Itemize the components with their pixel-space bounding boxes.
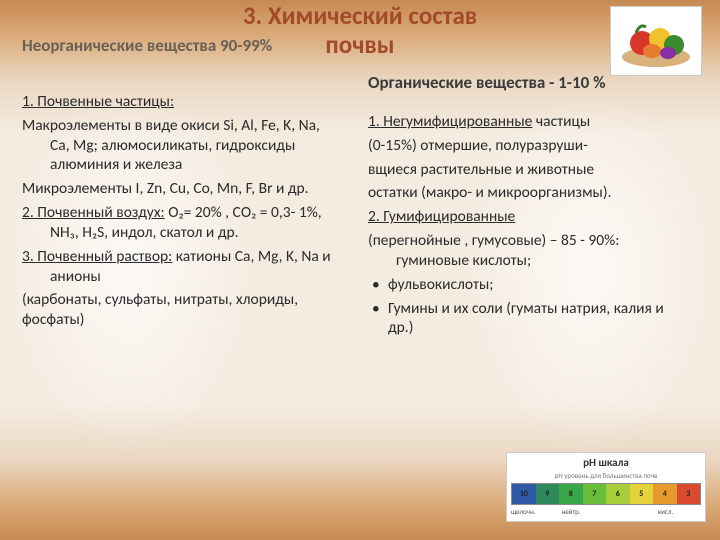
left-p3: Микроэлементы I, Zn, Cu, Co, Mn, F, Br и… <box>22 179 342 199</box>
ph-cell: 5 <box>630 484 654 504</box>
right-p6: (перегнойные , гумусовые) – 85 - 90%: гу… <box>368 231 688 271</box>
left-p2: Макроэлементы в виде окиси Si, Al, Fe, K… <box>22 116 342 175</box>
right-b1: фульвокислоты; <box>368 275 688 295</box>
left-p6: (карбонаты, сульфаты, нитраты, хлориды, … <box>22 290 342 330</box>
ph-cell: 8 <box>559 484 583 504</box>
vegetables-image <box>610 6 702 76</box>
left-column: 1. Почвенные частицы: Макроэлементы в ви… <box>22 92 342 334</box>
ph-title: pH шкала <box>511 456 701 469</box>
ph-cell: 10 <box>512 484 536 504</box>
right-p2: (0-15%) отмершие, полуразруши- <box>368 136 688 156</box>
left-p5: 3. Почвенный раствор: катионы Ca, Mg, K,… <box>22 247 342 287</box>
ph-scale-bar: 109876543 <box>511 483 701 505</box>
right-heading: Органические вещества - 1-10 % <box>368 72 698 93</box>
right-b2: Гумины и их соли (гуматы натрия, калия и… <box>368 299 688 339</box>
ph-cell: 3 <box>677 484 701 504</box>
ph-subtitle: pH уровень для большинства почв <box>511 471 701 480</box>
left-heading: Неорганические вещества 90-99% <box>22 36 322 56</box>
ph-scale-image: pH шкала pH уровень для большинства почв… <box>506 452 706 522</box>
ph-axis: щелочн.нейтр.кисл. <box>511 507 701 516</box>
right-p4: остатки (макро- и микроорганизмы). <box>368 183 688 203</box>
right-p1: 1. Негумифицированные частицы <box>368 112 688 132</box>
ph-cell: 6 <box>606 484 630 504</box>
ph-cell: 7 <box>583 484 607 504</box>
title-line2: почвы <box>325 29 394 60</box>
left-p4: 2. Почвенный воздух: О₂= 20% , СО₂ = 0,3… <box>22 203 342 243</box>
ph-cell: 9 <box>536 484 560 504</box>
title-line1: 3. Химический состав <box>243 0 477 31</box>
ph-cell: 4 <box>653 484 677 504</box>
right-p5: 2. Гумифицированные <box>368 207 688 227</box>
right-column: 1. Негумифицированные частицы (0-15%) от… <box>368 112 688 342</box>
right-p3: вщиеся растительные и животные <box>368 160 688 180</box>
left-p1: 1. Почвенные частицы: <box>22 92 342 112</box>
